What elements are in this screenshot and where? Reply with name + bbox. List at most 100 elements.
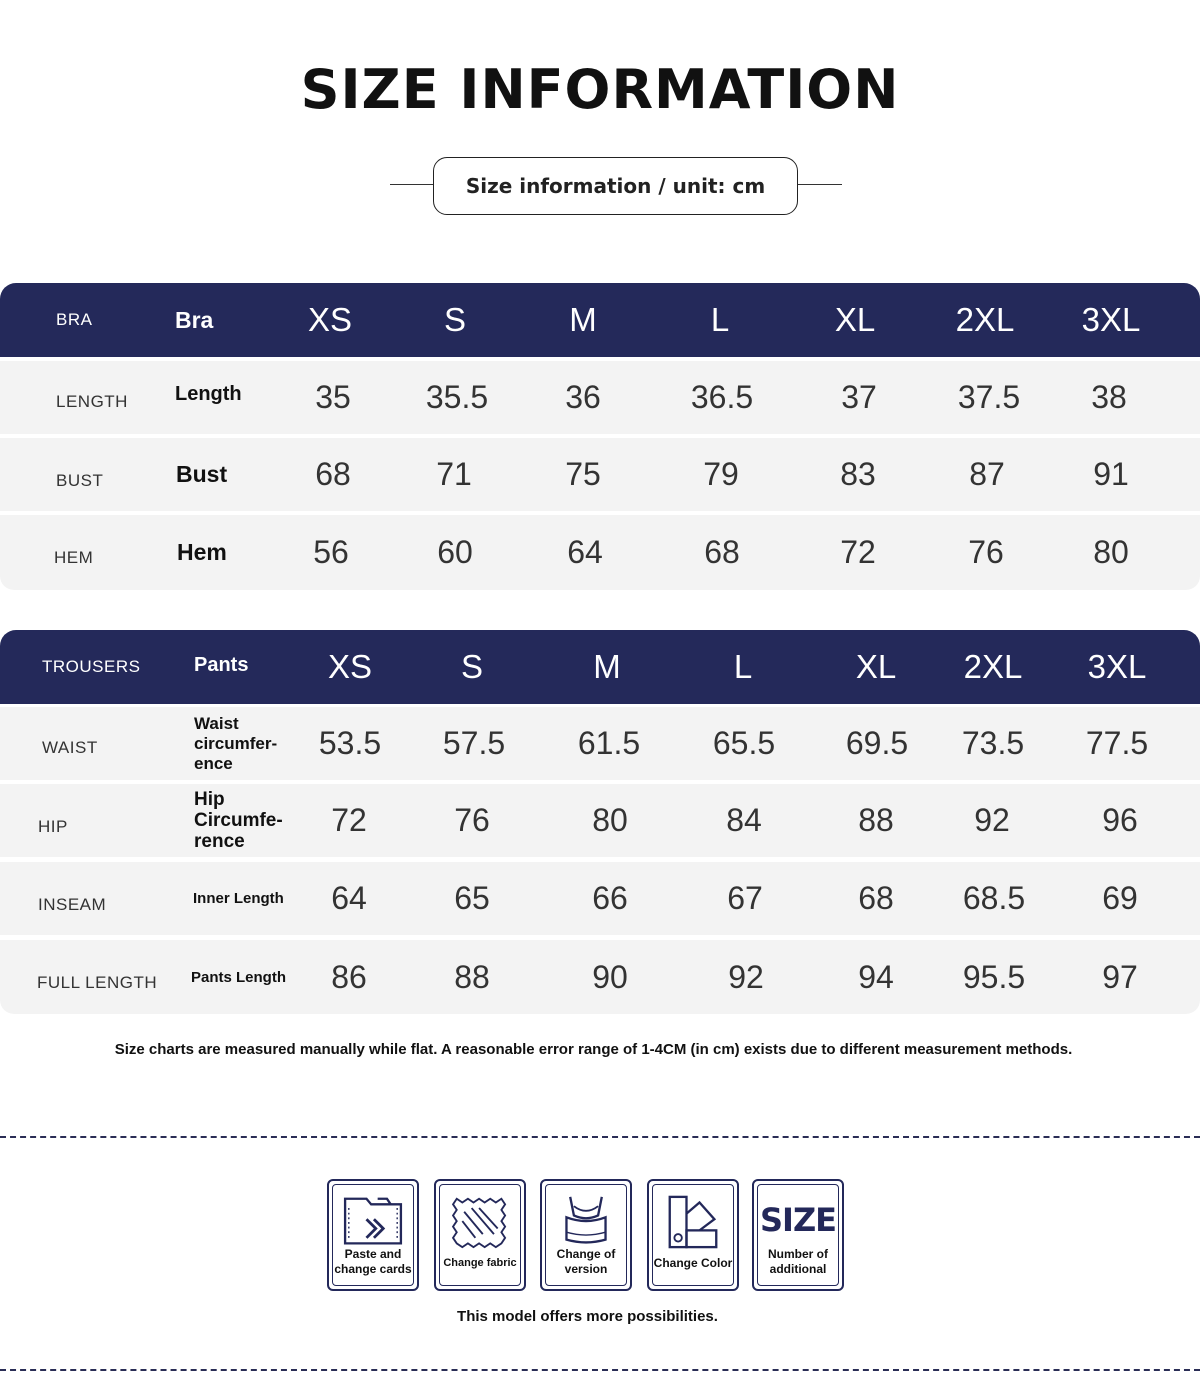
size-header: XS [327, 648, 373, 685]
card-frame: Change of version [545, 1184, 627, 1286]
table-cell: 60 [437, 534, 473, 570]
table-cell: 77.5 [1085, 725, 1149, 761]
size-header: L [710, 301, 730, 338]
card-frame: SIZE Number of additional [757, 1184, 839, 1286]
divider-left [390, 184, 434, 185]
table-cell: 56 [313, 534, 349, 570]
row-label-name: Length [175, 383, 242, 405]
table-cell: 88 [454, 958, 490, 995]
dashed-divider [0, 1369, 1200, 1371]
feature-card: Change of version [540, 1179, 632, 1291]
size-header: M [569, 301, 597, 338]
table-cell: 92 [728, 958, 764, 995]
card-frame: Change Color [652, 1184, 734, 1286]
table-cell: 67 [727, 880, 763, 916]
table-cell: 38 [1091, 379, 1127, 415]
table-cell: 53.5 [318, 725, 382, 761]
row-label-name: Waist circumfer- ence [194, 713, 278, 773]
feature-card: SIZE Number of additional [752, 1179, 844, 1291]
size-header: XL [834, 301, 876, 338]
card-label: Change of version [556, 1247, 616, 1276]
table-row: FULL LENGTH Pants Length 86 88 90 92 94 … [0, 940, 1200, 1014]
table-cell: 65 [454, 880, 490, 916]
row-label-en: HIP [38, 816, 68, 836]
table-cell: 87 [969, 456, 1005, 492]
size-header: 2XL [963, 648, 1023, 685]
header-label-en: BRA [56, 310, 93, 329]
feature-card: Change Color [647, 1179, 739, 1291]
table-cell: 68.5 [962, 880, 1026, 916]
table-cell: 88 [858, 802, 894, 838]
size-header: 3XL [1087, 648, 1147, 685]
table-row: HEM Hem 56 60 64 68 72 76 80 [0, 515, 1200, 590]
table-row: HIP Hip Circumfe- rence 72 76 80 84 88 9… [0, 784, 1200, 857]
table-cell: 84 [726, 802, 762, 838]
card-label: Change Color [653, 1256, 733, 1270]
size-header: S [460, 648, 483, 685]
header-label-en: TROUSERS [42, 657, 141, 676]
row-label-en: WAIST [42, 737, 98, 757]
table-cell: 92 [974, 802, 1010, 838]
subtitle-banner: Size information / unit: cm [390, 157, 842, 215]
size-icon: SIZE [759, 1201, 837, 1239]
header-label-name: Bra [175, 306, 214, 333]
table-cell: 91 [1093, 456, 1129, 492]
table-cell: 86 [331, 958, 367, 995]
table-cell: 96 [1102, 802, 1138, 838]
folder-arrow-icon [343, 1197, 403, 1245]
color-swatch-icon [668, 1195, 718, 1249]
table-row: WAIST Waist circumfer- ence 53.5 57.5 61… [0, 707, 1200, 780]
row-label-en: HEM [54, 547, 94, 567]
feature-card: Paste and change cards [327, 1179, 419, 1291]
row-label-name: Inner Length [193, 890, 284, 907]
size-header: XL [855, 648, 897, 685]
row-label-name: Hip Circumfe- rence [194, 789, 283, 852]
size-header: M [593, 648, 621, 685]
table-cell: 83 [840, 456, 876, 492]
page-title: SIZE INFORMATION [300, 58, 900, 121]
pants-table-header: TROUSERS Pants XS S M L XL 2XL 3XL [0, 630, 1200, 704]
size-header: S [443, 301, 466, 338]
row-label-en: FULL LENGTH [37, 973, 158, 992]
table-row: INSEAM Inner Length 64 65 66 67 68 68.5 … [0, 862, 1200, 935]
row-label-name: Bust [176, 461, 228, 487]
row-label-name: Hem [177, 539, 227, 565]
size-header: L [733, 648, 753, 685]
table-cell: 72 [840, 534, 876, 570]
table-cell: 37 [841, 379, 877, 415]
table-cell: 57.5 [442, 725, 506, 761]
bra-table-header: BRA Bra XS S M L XL 2XL 3XL [0, 283, 1200, 357]
card-label: Paste and change cards [334, 1247, 412, 1276]
table-cell: 64 [331, 880, 367, 916]
table-cell: 64 [567, 534, 603, 570]
size-header: 3XL [1081, 301, 1141, 338]
dashed-divider [0, 1136, 1200, 1138]
subtitle: Size information / unit: cm [433, 157, 798, 215]
card-frame: Change fabric [439, 1184, 521, 1286]
table-cell: 90 [592, 958, 628, 995]
table-cell: 66 [592, 880, 628, 916]
card-label: Number of additional [768, 1247, 828, 1276]
size-header: XS [307, 301, 353, 338]
table-cell: 68 [315, 456, 351, 492]
bra-icon [565, 1196, 607, 1244]
table-cell: 94 [858, 958, 894, 995]
table-cell: 71 [436, 456, 472, 492]
table-cell: 79 [703, 456, 739, 492]
row-label-en: LENGTH [56, 391, 128, 411]
feature-card: Change fabric [434, 1179, 526, 1291]
table-cell: 68 [858, 880, 894, 916]
card-frame: Paste and change cards [332, 1184, 414, 1286]
table-cell: 76 [454, 802, 490, 838]
table-cell: 69 [1102, 880, 1138, 916]
row-label-en: BUST [56, 470, 104, 490]
table-cell: 65.5 [712, 725, 776, 761]
table-cell: 73.5 [961, 725, 1025, 761]
table-cell: 95.5 [962, 958, 1026, 995]
table-cell: 68 [704, 534, 740, 570]
card-label: Change fabric [443, 1257, 517, 1269]
table-cell: 72 [331, 802, 367, 838]
table-cell: 75 [565, 456, 601, 492]
table-cell: 80 [592, 802, 628, 838]
measurement-note: Size charts are measured manually while … [114, 1041, 1073, 1058]
